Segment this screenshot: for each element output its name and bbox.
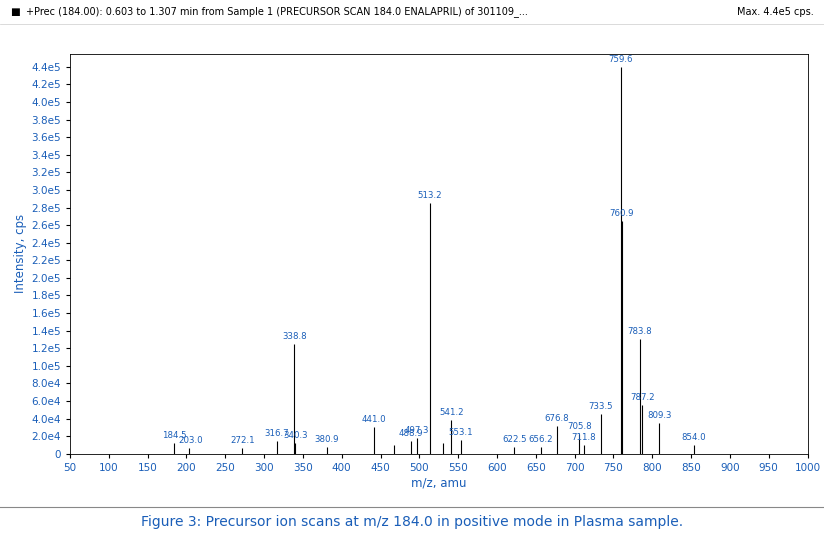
Text: 184.5: 184.5 bbox=[162, 431, 187, 440]
Text: 488.9: 488.9 bbox=[399, 430, 423, 438]
Text: 783.8: 783.8 bbox=[627, 328, 652, 336]
Text: 553.1: 553.1 bbox=[448, 427, 473, 437]
Text: 854.0: 854.0 bbox=[682, 433, 706, 442]
Text: 656.2: 656.2 bbox=[528, 434, 553, 444]
Text: 340.3: 340.3 bbox=[283, 431, 307, 440]
X-axis label: m/z, amu: m/z, amu bbox=[411, 477, 466, 490]
Text: 513.2: 513.2 bbox=[417, 191, 442, 200]
Text: Max. 4.4e5 cps.: Max. 4.4e5 cps. bbox=[737, 7, 814, 17]
Text: 338.8: 338.8 bbox=[282, 332, 307, 341]
Text: +Prec (184.00): 0.603 to 1.307 min from Sample 1 (PRECURSOR SCAN 184.0 ENALAPRIL: +Prec (184.00): 0.603 to 1.307 min from … bbox=[26, 6, 528, 17]
Text: 441.0: 441.0 bbox=[361, 415, 386, 424]
Text: 541.2: 541.2 bbox=[439, 408, 464, 417]
Text: ■: ■ bbox=[10, 7, 20, 17]
Text: 760.9: 760.9 bbox=[610, 209, 634, 217]
Text: 272.1: 272.1 bbox=[230, 436, 255, 445]
Text: 733.5: 733.5 bbox=[588, 402, 613, 411]
Y-axis label: Intensity, cps: Intensity, cps bbox=[14, 214, 27, 293]
Text: Figure 3: Precursor ion scans at m/z 184.0 in positive mode in Plasma sample.: Figure 3: Precursor ion scans at m/z 184… bbox=[141, 515, 683, 529]
Text: 316.7: 316.7 bbox=[265, 430, 289, 438]
Text: 787.2: 787.2 bbox=[630, 393, 654, 402]
Text: 676.8: 676.8 bbox=[545, 413, 569, 423]
Text: 759.6: 759.6 bbox=[609, 55, 633, 64]
Text: 497.3: 497.3 bbox=[405, 426, 429, 435]
Text: 711.8: 711.8 bbox=[572, 433, 596, 442]
Text: 203.0: 203.0 bbox=[178, 437, 203, 445]
Text: 622.5: 622.5 bbox=[502, 434, 527, 444]
Text: 809.3: 809.3 bbox=[647, 411, 672, 420]
Text: 380.9: 380.9 bbox=[315, 434, 339, 444]
Text: 705.8: 705.8 bbox=[567, 422, 592, 431]
